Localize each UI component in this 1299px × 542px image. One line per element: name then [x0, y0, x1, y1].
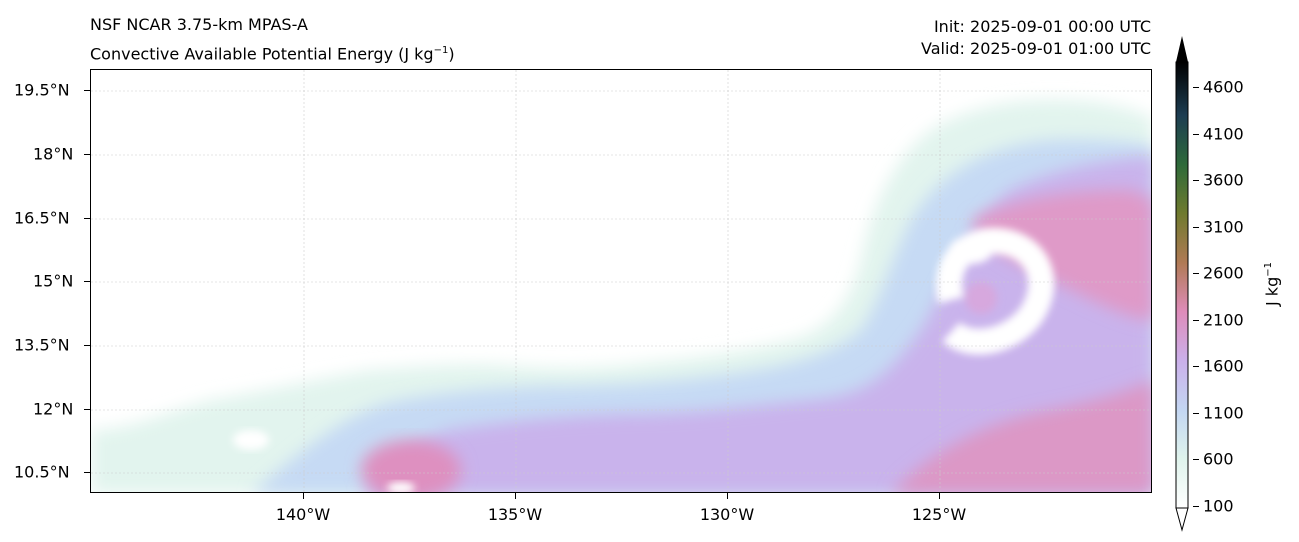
lon-label: 135°W	[487, 505, 543, 524]
lon-tick	[939, 493, 940, 499]
colorbar-label: 3600	[1203, 170, 1244, 190]
cape-band-2100-west	[361, 440, 461, 492]
lat-tick	[84, 409, 90, 410]
colorbar-svg	[1175, 36, 1189, 532]
lat-label: 15°N	[33, 271, 74, 291]
white-patch	[233, 430, 269, 450]
cape-band-1600	[362, 156, 1151, 492]
time-info-block: Init: 2025-09-01 00:00 UTC Valid: 2025-0…	[921, 16, 1151, 60]
cape-band-2100-east	[971, 190, 1151, 320]
colorbar-label: 100	[1203, 496, 1234, 516]
colorbar-tick	[1193, 180, 1199, 181]
colorbar-label: 4600	[1203, 77, 1244, 97]
colorbar-tick	[1193, 413, 1199, 414]
colorbar-title: J kg−1	[1262, 262, 1282, 306]
lat-tick	[84, 90, 90, 91]
lon-tick	[727, 493, 728, 499]
colorbar-tick	[1193, 134, 1199, 135]
colorbar-label: 600	[1203, 449, 1234, 469]
lon-tick	[515, 493, 516, 499]
lat-tick	[84, 281, 90, 282]
colorbar-tick	[1193, 366, 1199, 367]
cape-map-panel[interactable]	[90, 69, 1152, 493]
colorbar-label: 2100	[1203, 310, 1244, 330]
lat-tick	[84, 154, 90, 155]
colorbar-label: 4100	[1203, 124, 1244, 144]
colorbar-tick	[1193, 459, 1199, 460]
white-patch	[387, 482, 415, 492]
cyclone-swirl	[936, 227, 1055, 355]
colorbar-tick	[1193, 320, 1199, 321]
lat-label: 18°N	[33, 144, 74, 164]
gridlines	[91, 70, 1151, 492]
colorbar-tick	[1193, 87, 1199, 88]
lat-tick	[84, 345, 90, 346]
colorbar-tick	[1193, 273, 1199, 274]
model-title: NSF NCAR 3.75-km MPAS-A	[90, 15, 308, 34]
colorbar-extend-min	[1175, 507, 1189, 532]
valid-time: Valid: 2025-09-01 01:00 UTC	[920, 39, 1151, 58]
init-time: Init: 2025-09-01 00:00 UTC	[933, 17, 1151, 36]
cape-band-2100-south	[892, 380, 1151, 492]
colorbar-label: 3100	[1203, 217, 1244, 237]
colorbar-label: 1100	[1203, 403, 1244, 423]
cape-field-svg	[91, 70, 1151, 492]
lat-tick	[84, 472, 90, 473]
colorbar	[1170, 34, 1200, 532]
lon-label: 140°W	[275, 505, 331, 524]
lon-tick	[303, 493, 304, 499]
colorbar-label: 2600	[1203, 263, 1244, 283]
colorbar-tick	[1193, 227, 1199, 228]
chart-title-block: NSF NCAR 3.75-km MPAS-A Convective Avail…	[90, 12, 455, 67]
colorbar-tick	[1193, 506, 1199, 507]
colorbar-extend-max	[1176, 36, 1188, 62]
lat-label: 16.5°N	[14, 208, 70, 228]
field-title: Convective Available Potential Energy (J…	[90, 44, 455, 64]
lat-label: 10.5°N	[14, 462, 70, 482]
lat-label: 19.5°N	[14, 80, 70, 100]
lat-tick	[84, 218, 90, 219]
lon-label: 130°W	[699, 505, 755, 524]
lon-label: 125°W	[911, 505, 967, 524]
lat-label: 12°N	[33, 399, 74, 419]
lat-label: 13.5°N	[14, 335, 70, 355]
colorbar-label: 1600	[1203, 356, 1244, 376]
